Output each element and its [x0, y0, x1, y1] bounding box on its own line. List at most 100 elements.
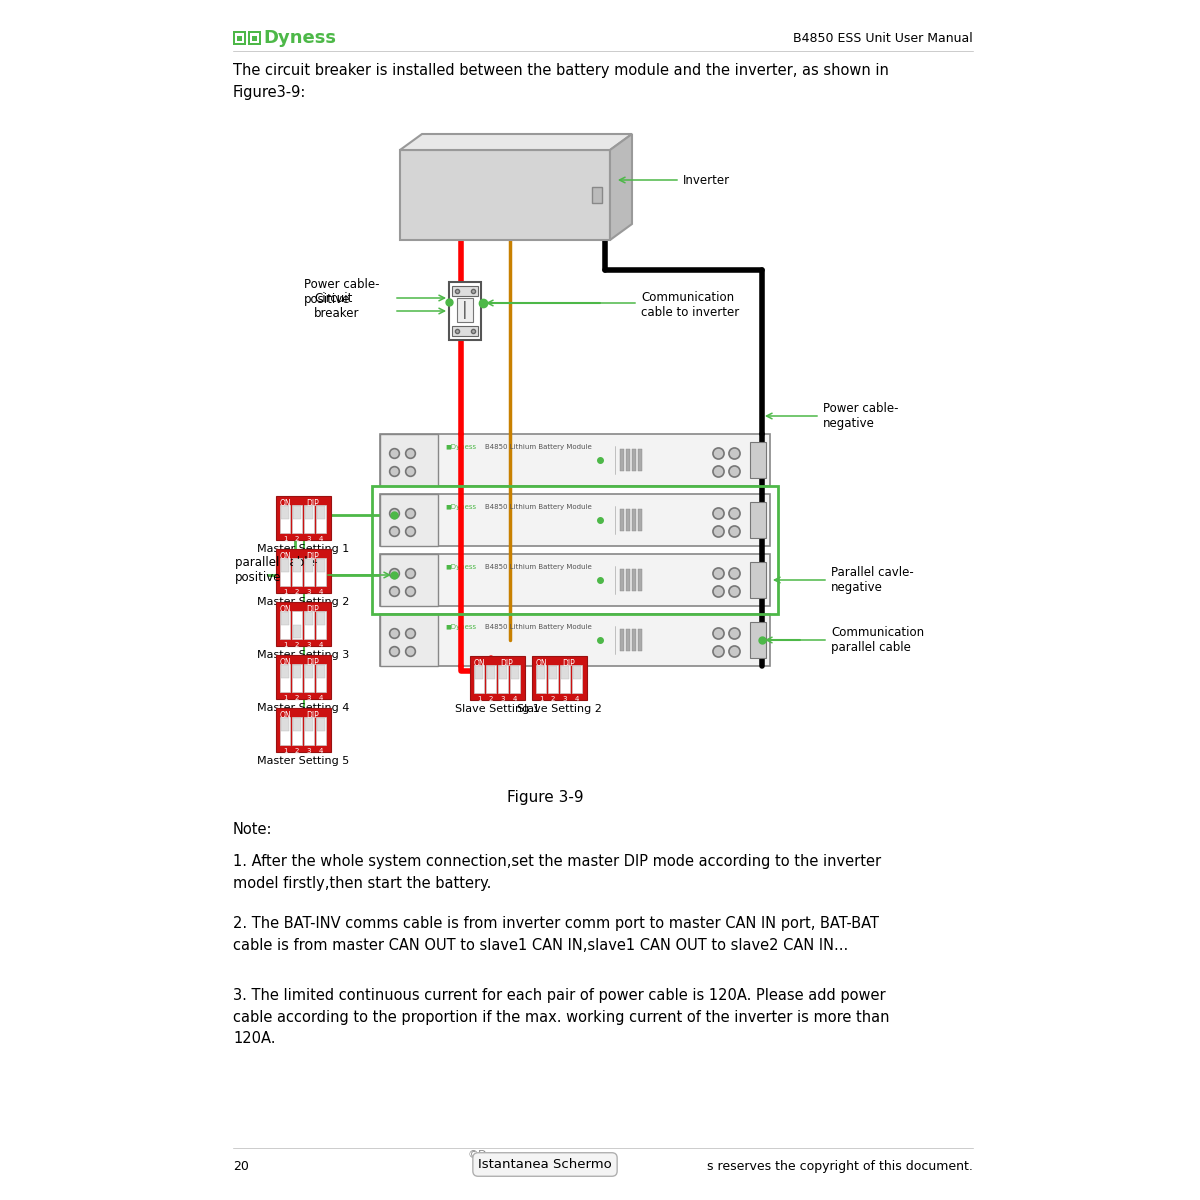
Text: ◼Dyness: ◼Dyness — [445, 564, 476, 570]
Bar — [638, 569, 642, 590]
Text: 3: 3 — [500, 696, 505, 702]
Text: 2. The BAT-INV comms cable is from inverter comm port to master CAN IN port, BAT: 2. The BAT-INV comms cable is from inver… — [233, 916, 878, 953]
Text: 4: 4 — [319, 536, 323, 542]
Bar — [626, 509, 630, 530]
Bar — [293, 506, 301, 518]
Text: Inverter: Inverter — [683, 174, 730, 186]
Bar — [305, 506, 313, 518]
Text: ON: ON — [473, 659, 485, 668]
Bar — [293, 625, 301, 638]
Bar — [632, 449, 636, 470]
Text: 2: 2 — [488, 696, 493, 702]
Text: 3: 3 — [307, 536, 311, 542]
Bar — [380, 434, 438, 486]
Text: Istantanea Schermo: Istantanea Schermo — [478, 1158, 612, 1171]
Text: Circuit
breaker: Circuit breaker — [314, 292, 360, 320]
Bar — [305, 612, 313, 625]
Text: DIP: DIP — [307, 499, 319, 508]
Text: B4850 Lithium Battery Module: B4850 Lithium Battery Module — [485, 444, 592, 450]
Text: parallel cable-
positive: parallel cable- positive — [235, 556, 319, 584]
Bar — [499, 666, 508, 679]
Text: DIP: DIP — [307, 658, 319, 667]
Text: B4850 Lithium Battery Module: B4850 Lithium Battery Module — [485, 504, 592, 510]
Bar — [281, 718, 289, 731]
Bar — [317, 559, 325, 572]
Bar — [638, 449, 642, 470]
Bar — [632, 509, 636, 530]
Text: 3: 3 — [307, 642, 311, 648]
Bar — [304, 716, 314, 745]
Text: DIP: DIP — [500, 659, 514, 668]
Bar — [305, 559, 313, 572]
Bar — [592, 187, 602, 203]
Text: 2: 2 — [551, 696, 556, 702]
Bar — [280, 505, 290, 533]
Bar — [380, 494, 770, 546]
Text: 1: 1 — [283, 748, 287, 754]
Bar — [572, 665, 582, 692]
Text: 1: 1 — [283, 695, 287, 701]
Text: Master Setting 5: Master Setting 5 — [257, 756, 349, 766]
Bar — [548, 665, 558, 692]
Bar — [316, 505, 326, 533]
Text: 2: 2 — [295, 589, 299, 595]
Bar — [235, 32, 244, 43]
Bar — [292, 664, 302, 692]
Bar — [380, 554, 438, 606]
Bar — [292, 716, 302, 745]
Bar — [280, 558, 290, 586]
Bar — [304, 611, 314, 638]
Text: ON: ON — [280, 499, 290, 508]
Bar — [498, 665, 508, 692]
Bar — [293, 559, 301, 572]
Bar — [536, 665, 546, 692]
Bar — [281, 506, 289, 518]
Text: DIP: DIP — [307, 605, 319, 614]
Bar — [457, 298, 473, 322]
Bar — [750, 562, 766, 598]
Text: 3. The limited continuous current for each pair of power cable is 120A. Please a: 3. The limited continuous current for ea… — [233, 988, 889, 1046]
Bar — [487, 666, 496, 679]
Text: |: | — [462, 301, 468, 319]
Bar — [486, 665, 496, 692]
Bar — [750, 442, 766, 478]
Bar — [626, 629, 630, 650]
Text: ON: ON — [280, 658, 290, 667]
Bar — [250, 32, 259, 43]
Bar — [316, 664, 326, 692]
Text: 3: 3 — [307, 695, 311, 701]
Bar — [380, 614, 438, 666]
Bar — [380, 554, 770, 606]
Text: Master Setting 4: Master Setting 4 — [257, 703, 349, 713]
Text: Slave Setting 2: Slave Setting 2 — [516, 704, 601, 714]
Text: Master Setting 2: Master Setting 2 — [257, 596, 349, 607]
Bar — [276, 550, 331, 593]
Text: ◼Dyness: ◼Dyness — [445, 444, 476, 450]
Text: Slave Setting 1: Slave Setting 1 — [455, 704, 539, 714]
Bar — [281, 612, 289, 625]
Text: 4: 4 — [319, 642, 323, 648]
Bar — [293, 665, 301, 678]
Text: DIP: DIP — [563, 659, 575, 668]
Text: 4: 4 — [319, 589, 323, 595]
Text: 1: 1 — [283, 589, 287, 595]
Bar — [380, 434, 770, 486]
Bar — [532, 656, 587, 700]
Bar — [470, 656, 526, 700]
Text: 3: 3 — [307, 589, 311, 595]
Bar — [276, 708, 331, 752]
Text: B4850 ESS Unit User Manual: B4850 ESS Unit User Manual — [793, 31, 973, 44]
Bar — [449, 282, 481, 340]
Bar — [380, 614, 770, 666]
Polygon shape — [610, 134, 632, 240]
Text: 2: 2 — [295, 536, 299, 542]
Text: ©D: ©D — [468, 1150, 487, 1160]
Bar — [292, 558, 302, 586]
Text: Figure3-9:: Figure3-9: — [233, 85, 306, 100]
Bar — [305, 665, 313, 678]
Text: B4850 Lithium Battery Module: B4850 Lithium Battery Module — [485, 564, 592, 570]
Text: The circuit breaker is installed between the battery module and the inverter, as: The circuit breaker is installed between… — [233, 62, 889, 78]
Bar — [276, 602, 331, 646]
Text: ON: ON — [280, 605, 290, 614]
Bar — [574, 666, 581, 679]
